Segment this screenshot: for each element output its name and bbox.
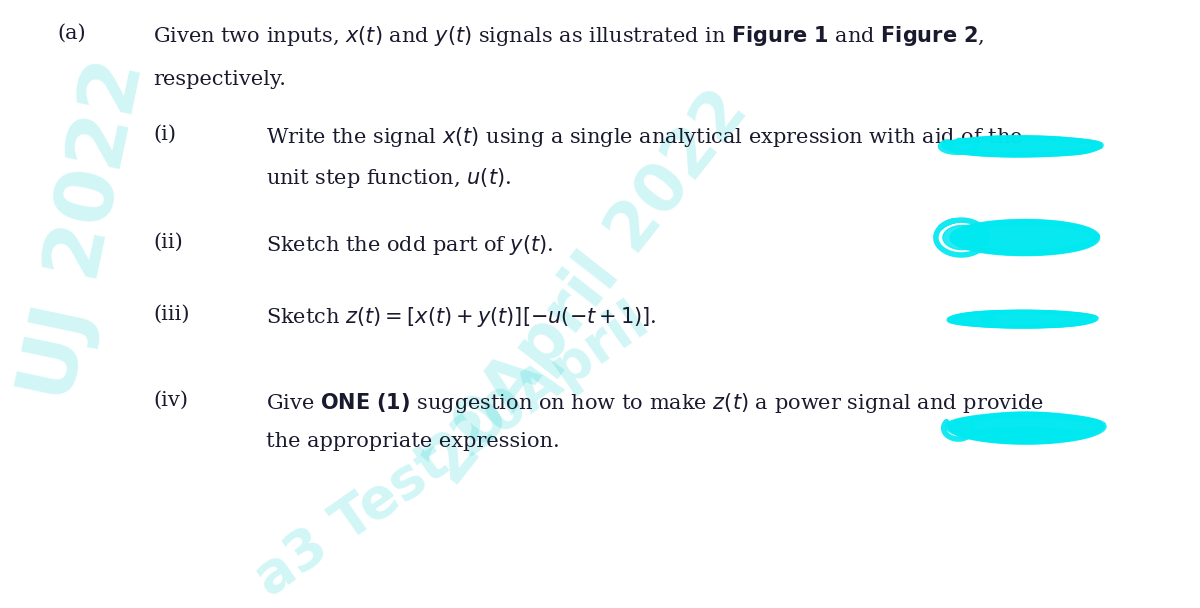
Text: Given two inputs, $x(t)$ and $y(t)$ signals as illustrated in $\mathbf{Figure\ 1: Given two inputs, $x(t)$ and $y(t)$ sign… bbox=[152, 24, 984, 48]
Text: Sketch $z(t) = [x(t) + y(t)][-u(-t + 1)]$.: Sketch $z(t) = [x(t) + y(t)][-u(-t + 1)]… bbox=[266, 305, 656, 329]
Text: unit step function, $u(t)$.: unit step function, $u(t)$. bbox=[266, 165, 511, 190]
Text: the appropriate expression.: the appropriate expression. bbox=[266, 432, 559, 451]
Text: (iv): (iv) bbox=[152, 391, 188, 410]
Text: UJ 2022: UJ 2022 bbox=[11, 52, 160, 409]
Polygon shape bbox=[949, 313, 1096, 326]
Polygon shape bbox=[982, 314, 992, 325]
Text: (iii): (iii) bbox=[152, 305, 190, 323]
Polygon shape bbox=[950, 222, 1099, 253]
Polygon shape bbox=[953, 416, 1103, 441]
Text: Give $\mathbf{ONE\ (1)}$ suggestion on how to make $z(t)$ a power signal and pro: Give $\mathbf{ONE\ (1)}$ suggestion on h… bbox=[266, 391, 1044, 415]
Text: (a): (a) bbox=[56, 24, 85, 43]
Polygon shape bbox=[943, 226, 983, 250]
Polygon shape bbox=[962, 428, 1088, 442]
Text: Write the signal $x(t)$ using a single analytical expression with aid of the: Write the signal $x(t)$ using a single a… bbox=[266, 125, 1022, 149]
Text: a3 Test 20April: a3 Test 20April bbox=[245, 295, 659, 607]
Text: respectively.: respectively. bbox=[152, 69, 286, 89]
Text: 20April 2022: 20April 2022 bbox=[414, 79, 761, 497]
Text: Sketch the odd part of $y(t)$.: Sketch the odd part of $y(t)$. bbox=[266, 233, 553, 257]
Polygon shape bbox=[946, 139, 1102, 155]
Text: (i): (i) bbox=[152, 125, 176, 143]
Text: (ii): (ii) bbox=[152, 233, 182, 252]
